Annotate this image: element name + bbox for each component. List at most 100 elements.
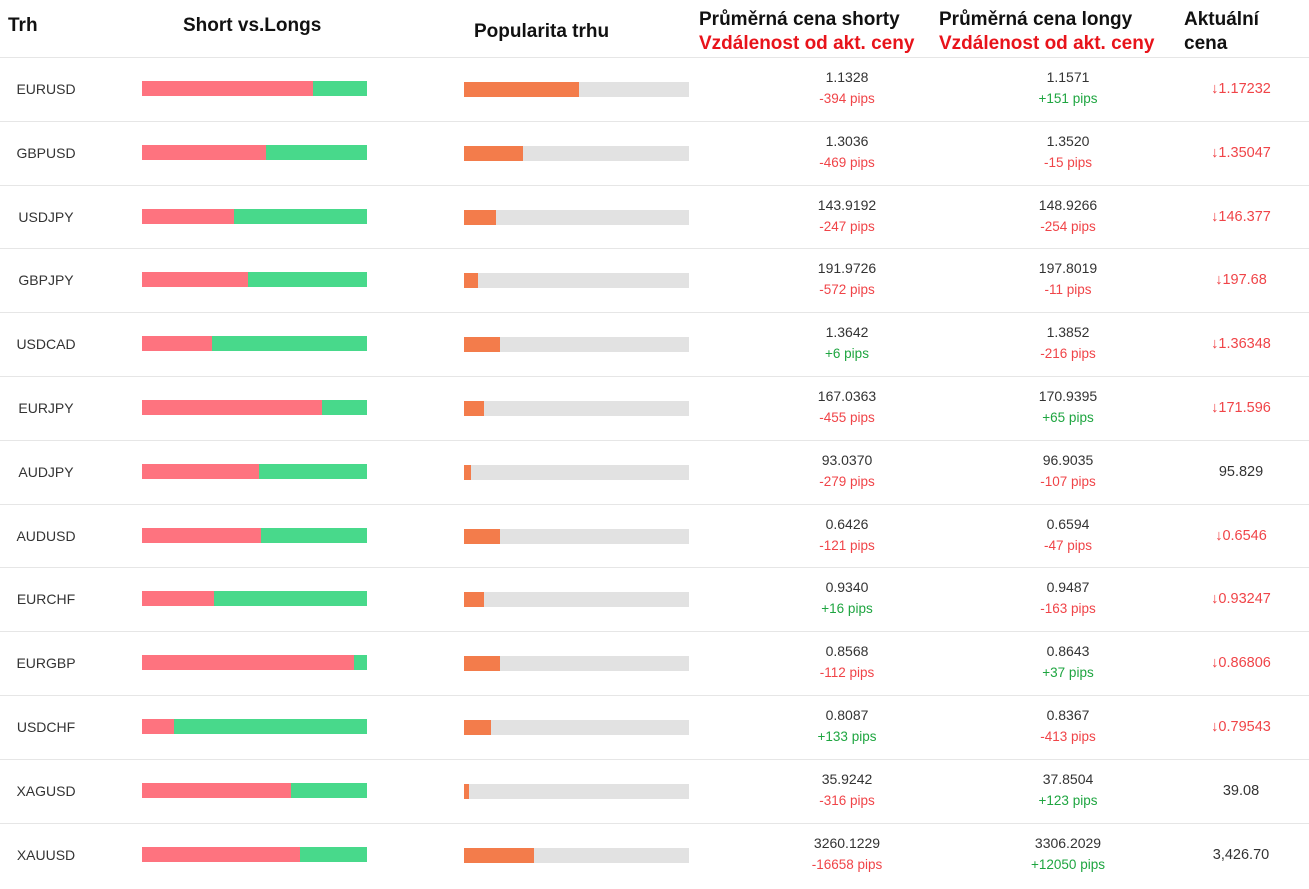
avg-short-distance: -455 pips xyxy=(819,410,875,425)
market-symbol[interactable]: XAUUSD xyxy=(16,847,76,863)
avg-long-cell: 148.9266 -254 pips xyxy=(968,186,1168,248)
table-row[interactable]: XAGUSD 35.9242 -316 pips 37.8504 +123 pips 39… xyxy=(0,759,1309,823)
avg-short-cell: 1.1328 -394 pips xyxy=(747,58,947,120)
avg-long-distance: +65 pips xyxy=(1042,410,1094,425)
short-share-bar xyxy=(142,336,212,351)
market-symbol[interactable]: EURUSD xyxy=(16,81,76,97)
table-row[interactable]: AUDJPY 93.0370 -279 pips 96.9035 -107 pips 95… xyxy=(0,440,1309,504)
table-row[interactable]: USDCAD 1.3642 +6 pips 1.3852 -216 pips ↓1.363… xyxy=(0,312,1309,376)
popularity-bar xyxy=(464,146,689,161)
avg-short-cell: 35.9242 -316 pips xyxy=(747,760,947,822)
market-symbol[interactable]: USDCHF xyxy=(16,719,76,735)
popularity-bar xyxy=(464,529,689,544)
avg-short-distance: -572 pips xyxy=(819,282,875,297)
avg-short-price: 143.9192 xyxy=(817,197,877,213)
long-share-bar xyxy=(234,209,367,224)
current-price: 39.08 xyxy=(1222,783,1260,799)
avg-long-distance: -107 pips xyxy=(1040,474,1096,489)
popularity-fill xyxy=(464,656,500,671)
table-row[interactable]: GBPJPY 191.9726 -572 pips 197.8019 -11 pips ↓… xyxy=(0,248,1309,312)
market-symbol[interactable]: EURJPY xyxy=(18,400,74,416)
table-row[interactable]: USDJPY 143.9192 -247 pips 148.9266 -254 pips… xyxy=(0,185,1309,249)
avg-short-price: 93.0370 xyxy=(821,452,873,468)
long-share-bar xyxy=(353,655,367,670)
current-price-cell: ↓146.377 xyxy=(1172,186,1309,248)
current-price-cell: 3,426.70 xyxy=(1172,824,1309,886)
popularity-fill xyxy=(464,465,471,480)
popularity-bar xyxy=(464,720,689,735)
current-price-cell: 95.829 xyxy=(1172,441,1309,503)
popularity-bar xyxy=(464,465,689,480)
avg-long-price: 1.3520 xyxy=(1046,133,1090,149)
table-row[interactable]: EURUSD 1.1328 -394 pips 1.1571 +151 pips ↓1.1… xyxy=(0,57,1309,121)
short-long-bar xyxy=(142,209,367,224)
current-price-cell: ↓0.86806 xyxy=(1172,632,1309,694)
table-row[interactable]: EURJPY 167.0363 -455 pips 170.9395 +65 pips ↓… xyxy=(0,376,1309,440)
current-price-cell: ↓0.79543 xyxy=(1172,696,1309,758)
popularity-fill xyxy=(464,337,500,352)
market-symbol[interactable]: AUDJPY xyxy=(18,464,74,480)
avg-long-price: 1.3852 xyxy=(1046,324,1090,340)
popularity-fill xyxy=(464,82,579,97)
popularity-fill xyxy=(464,529,500,544)
current-price: 1.17232 xyxy=(1218,81,1271,97)
popularity-bar xyxy=(464,337,689,352)
market-symbol[interactable]: EURGBP xyxy=(16,655,76,671)
header-avg-long-subtitle: Vzdálenost od akt. ceny xyxy=(939,33,1155,54)
short-share-bar xyxy=(142,209,235,224)
avg-long-distance: -254 pips xyxy=(1040,219,1096,234)
avg-short-price: 3260.1229 xyxy=(813,835,881,851)
current-price: 95.829 xyxy=(1218,464,1264,480)
current-price: 1.36348 xyxy=(1218,336,1271,352)
popularity-fill xyxy=(464,210,496,225)
table-row[interactable]: EURCHF 0.9340 +16 pips 0.9487 -163 pips ↓0.93… xyxy=(0,567,1309,631)
table-row[interactable]: GBPUSD 1.3036 -469 pips 1.3520 -15 pips ↓1.35… xyxy=(0,121,1309,185)
market-symbol[interactable]: GBPUSD xyxy=(16,145,76,161)
avg-short-cell: 1.3642 +6 pips xyxy=(747,313,947,375)
popularity-fill xyxy=(464,720,491,735)
popularity-bar xyxy=(464,656,689,671)
avg-long-distance: +151 pips xyxy=(1038,91,1098,106)
current-price-cell: ↓1.17232 xyxy=(1172,58,1309,120)
header-current-price: Aktuální cena xyxy=(1184,8,1259,56)
market-symbol[interactable]: AUDUSD xyxy=(16,528,76,544)
short-long-bar xyxy=(142,528,367,543)
market-symbol[interactable]: XAGUSD xyxy=(16,783,76,799)
short-share-bar xyxy=(142,591,214,606)
avg-long-price: 148.9266 xyxy=(1038,197,1098,213)
avg-short-distance: -121 pips xyxy=(819,538,875,553)
avg-short-distance: -279 pips xyxy=(819,474,875,489)
popularity-fill xyxy=(464,848,534,863)
table-row[interactable]: EURGBP 0.8568 -112 pips 0.8643 +37 pips ↓0.86… xyxy=(0,631,1309,695)
market-symbol[interactable]: USDCAD xyxy=(16,336,76,352)
popularity-bar xyxy=(464,273,689,288)
popularity-bar xyxy=(464,210,689,225)
avg-long-cell: 197.8019 -11 pips xyxy=(968,249,1168,311)
table-row[interactable]: AUDUSD 0.6426 -121 pips 0.6594 -47 pips ↓0.65… xyxy=(0,504,1309,568)
avg-long-cell: 37.8504 +123 pips xyxy=(968,760,1168,822)
market-symbol[interactable]: USDJPY xyxy=(18,209,74,225)
current-price: 0.6546 xyxy=(1222,528,1267,544)
avg-long-distance: +123 pips xyxy=(1038,793,1098,808)
table-row[interactable]: USDCHF 0.8087 +133 pips 0.8367 -413 pips ↓0.7… xyxy=(0,695,1309,759)
market-symbol[interactable]: EURCHF xyxy=(16,591,76,607)
arrow-down-icon: ↓ xyxy=(1215,528,1223,544)
avg-short-price: 191.9726 xyxy=(817,260,877,276)
popularity-fill xyxy=(464,784,469,799)
current-price: 197.68 xyxy=(1222,272,1267,288)
header-avg-short: Průměrná cena shorty Vzdálenost od akt. … xyxy=(699,8,914,56)
avg-short-price: 0.8568 xyxy=(825,643,869,659)
avg-short-cell: 0.9340 +16 pips xyxy=(747,568,947,630)
table-row[interactable]: XAUUSD 3260.1229 -16658 pips 3306.2029 +1205… xyxy=(0,823,1309,887)
avg-long-distance: -163 pips xyxy=(1040,601,1096,616)
short-long-bar xyxy=(142,400,367,415)
market-symbol[interactable]: GBPJPY xyxy=(18,272,74,288)
current-price: 0.79543 xyxy=(1218,719,1271,735)
short-share-bar xyxy=(142,847,300,862)
avg-short-distance: -316 pips xyxy=(819,793,875,808)
avg-short-distance: -247 pips xyxy=(819,219,875,234)
avg-short-price: 1.3642 xyxy=(825,324,869,340)
arrow-down-icon: ↓ xyxy=(1211,655,1219,671)
avg-long-distance: -47 pips xyxy=(1043,538,1093,553)
avg-long-cell: 1.3852 -216 pips xyxy=(968,313,1168,375)
